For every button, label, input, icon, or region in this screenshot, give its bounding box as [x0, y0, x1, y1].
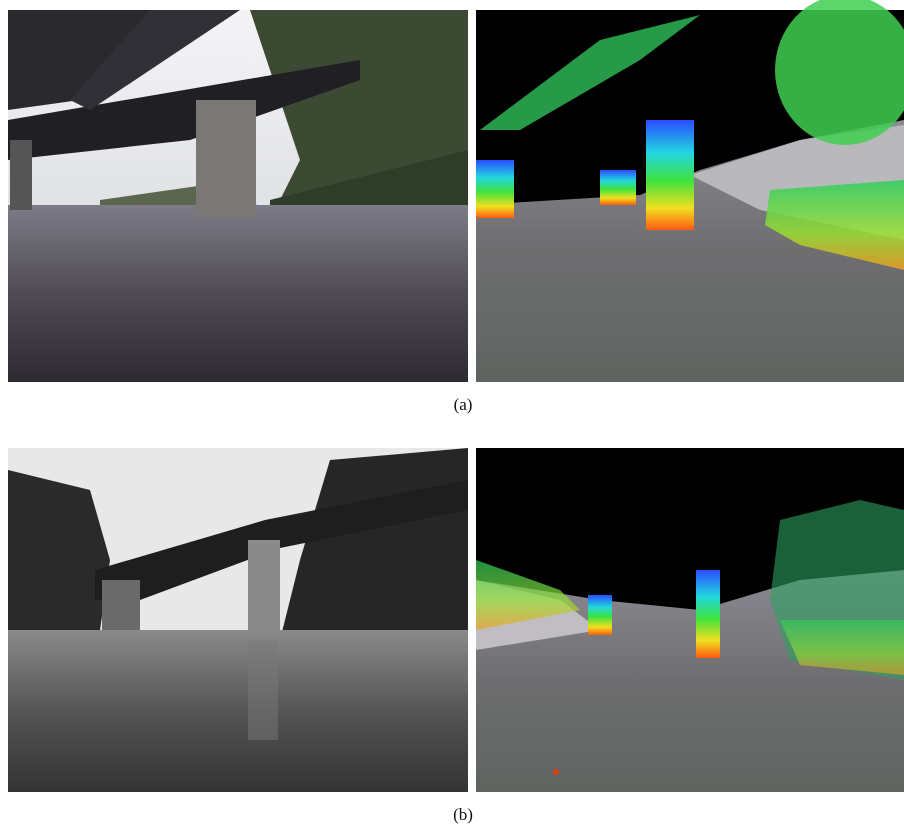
panel-label: (b) [453, 805, 473, 824]
photo-a [8, 10, 468, 382]
render-a [476, 0, 904, 382]
photo-b [8, 448, 468, 792]
render-b [476, 448, 904, 792]
panel-label: (a) [454, 395, 473, 414]
figure: (a) (b) [0, 0, 904, 828]
